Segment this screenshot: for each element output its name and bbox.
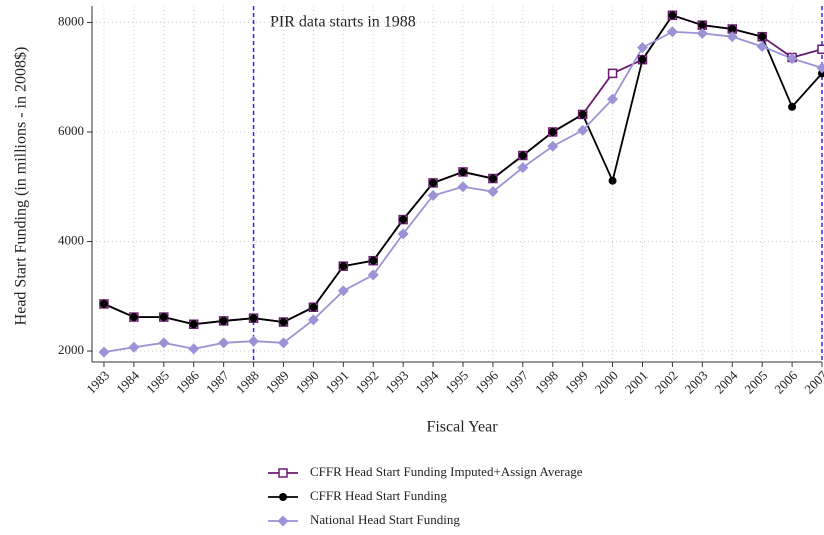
marker	[518, 151, 527, 160]
marker	[577, 124, 589, 136]
marker	[129, 313, 138, 322]
x-tick-label: 1996	[472, 367, 501, 396]
x-tick-label: 2003	[682, 368, 711, 397]
marker	[547, 140, 559, 152]
x-tick-label: 1988	[233, 368, 262, 397]
x-tick-label: 2001	[622, 368, 651, 397]
marker	[189, 320, 198, 329]
x-tick-label: 1992	[352, 368, 381, 397]
marker	[488, 174, 497, 183]
marker	[339, 262, 348, 271]
x-tick-label: 1995	[442, 368, 471, 397]
y-tick-label: 4000	[58, 232, 84, 247]
x-tick-label: 1990	[293, 368, 322, 397]
marker	[367, 269, 379, 281]
x-tick-label: 1991	[323, 368, 352, 397]
marker	[458, 167, 467, 176]
marker	[98, 346, 110, 358]
x-tick-label: 1999	[562, 368, 591, 397]
marker	[248, 335, 260, 347]
marker	[756, 41, 768, 53]
marker	[158, 337, 170, 349]
marker	[758, 32, 767, 41]
x-tick-label: 2000	[592, 368, 621, 397]
marker	[278, 468, 288, 478]
marker	[607, 93, 619, 105]
x-tick-label: 2005	[741, 368, 770, 397]
marker	[487, 186, 499, 198]
marker	[636, 42, 648, 54]
marker	[608, 176, 617, 185]
y-tick-label: 6000	[58, 123, 84, 138]
marker	[279, 318, 288, 327]
marker	[457, 181, 469, 193]
x-tick-label: 1994	[412, 367, 441, 396]
marker	[249, 314, 258, 323]
x-tick-label: 1983	[83, 368, 112, 397]
legend-label: CFFR Head Start Funding	[310, 488, 447, 503]
marker	[429, 178, 438, 187]
marker	[399, 215, 408, 224]
y-tick-label: 8000	[58, 13, 84, 28]
marker	[309, 303, 318, 312]
marker	[277, 337, 289, 349]
marker	[277, 515, 289, 527]
x-tick-label: 1986	[173, 367, 202, 396]
x-tick-label: 2002	[652, 368, 681, 397]
marker	[219, 316, 228, 325]
x-axis-label: Fiscal Year	[426, 419, 498, 436]
marker	[607, 68, 618, 79]
y-axis-label: Head Start Funding (in millions - in 200…	[13, 47, 30, 326]
marker	[427, 190, 439, 202]
marker	[99, 299, 108, 308]
x-tick-label: 1985	[143, 368, 172, 397]
marker	[788, 102, 797, 111]
marker	[218, 337, 230, 349]
marker	[728, 25, 737, 34]
marker	[369, 256, 378, 265]
marker	[337, 285, 349, 297]
marker	[397, 228, 409, 240]
marker	[548, 127, 557, 136]
y-tick-label: 2000	[58, 342, 84, 357]
marker	[668, 11, 677, 20]
marker	[638, 55, 647, 64]
marker	[696, 27, 708, 39]
marker	[279, 493, 287, 501]
x-tick-label: 2007	[801, 367, 824, 396]
marker	[817, 44, 824, 55]
marker	[786, 53, 798, 65]
marker	[188, 343, 200, 355]
x-tick-label: 1993	[382, 368, 411, 397]
x-tick-label: 2004	[711, 367, 740, 396]
marker	[307, 314, 319, 326]
marker	[159, 313, 168, 322]
legend-label: National Head Start Funding	[310, 512, 460, 527]
x-tick-label: 1987	[203, 367, 232, 396]
x-tick-label: 1989	[263, 368, 292, 397]
marker	[578, 110, 587, 119]
marker	[816, 62, 824, 74]
x-tick-label: 2006	[771, 367, 800, 396]
x-tick-label: 1997	[502, 367, 531, 396]
legend-label: CFFR Head Start Funding Imputed+Assign A…	[310, 464, 583, 479]
marker	[726, 31, 738, 43]
marker	[698, 21, 707, 30]
marker	[517, 162, 529, 174]
x-tick-label: 1984	[113, 367, 142, 396]
x-tick-label: 1998	[532, 368, 561, 397]
marker	[128, 341, 140, 353]
marker	[666, 26, 678, 38]
